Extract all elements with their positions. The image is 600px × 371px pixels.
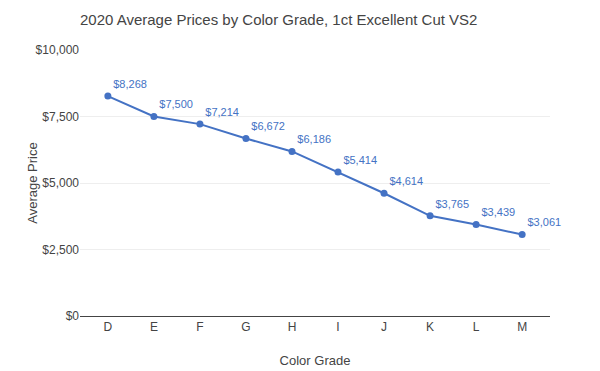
- svg-text:D: D: [104, 320, 113, 334]
- svg-text:$7,500: $7,500: [42, 110, 79, 124]
- svg-text:$6,672: $6,672: [251, 120, 285, 132]
- svg-text:J: J: [381, 320, 387, 334]
- svg-text:$3,765: $3,765: [435, 198, 469, 210]
- svg-text:$5,414: $5,414: [343, 154, 377, 166]
- svg-text:$5,000: $5,000: [42, 176, 79, 190]
- svg-text:E: E: [150, 320, 158, 334]
- svg-text:I: I: [336, 320, 339, 334]
- svg-text:Color Grade: Color Grade: [280, 353, 351, 368]
- svg-text:$10,000: $10,000: [36, 43, 80, 57]
- svg-text:$6,186: $6,186: [297, 133, 331, 145]
- svg-text:$4,614: $4,614: [389, 175, 423, 187]
- svg-text:K: K: [426, 320, 434, 334]
- svg-text:$0: $0: [66, 309, 80, 323]
- svg-text:Average Price: Average Price: [25, 142, 40, 223]
- svg-text:$7,214: $7,214: [205, 106, 239, 118]
- svg-text:2020 Average Prices by Color G: 2020 Average Prices by Color Grade, 1ct …: [80, 11, 477, 28]
- svg-text:H: H: [288, 320, 297, 334]
- svg-text:M: M: [517, 320, 527, 334]
- svg-text:G: G: [241, 320, 250, 334]
- svg-text:$2,500: $2,500: [42, 243, 79, 257]
- svg-text:L: L: [473, 320, 480, 334]
- svg-text:$3,439: $3,439: [481, 206, 515, 218]
- svg-text:$7,500: $7,500: [159, 98, 193, 110]
- svg-text:$3,061: $3,061: [528, 216, 562, 228]
- svg-text:F: F: [196, 320, 203, 334]
- svg-text:$8,268: $8,268: [113, 78, 147, 90]
